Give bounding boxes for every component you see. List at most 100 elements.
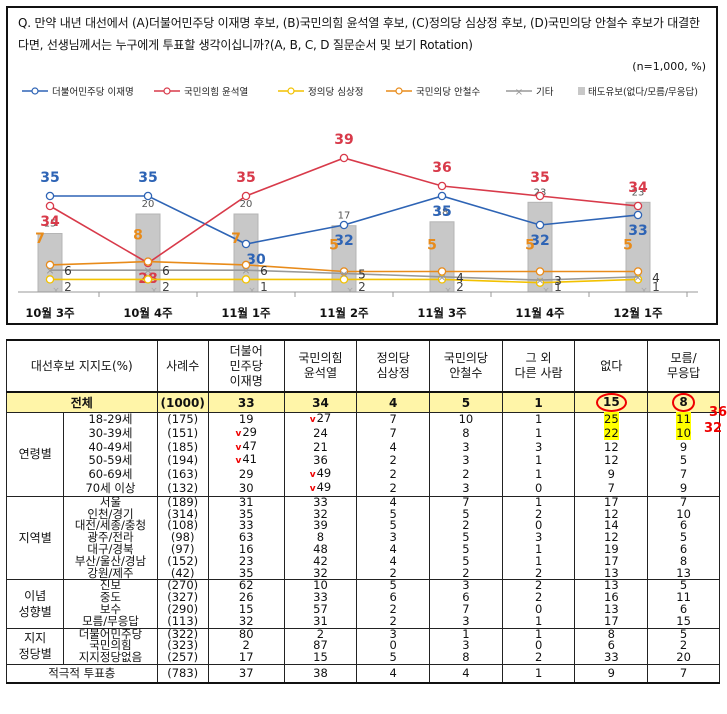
row-value: 4 <box>356 663 431 684</box>
series-x-marker-6: × <box>640 286 648 296</box>
group-label: 지역별 <box>5 495 65 581</box>
row-value: 21 <box>283 440 358 455</box>
row-value: 6 <box>647 603 720 616</box>
series-label-3-3: 5 <box>329 238 339 254</box>
series-label-3-5: 5 <box>525 238 535 254</box>
check-mark: v <box>235 442 242 453</box>
series-point-0-1 <box>143 191 153 201</box>
row-value: 2 <box>356 454 431 469</box>
series-label-2-4: 2 <box>456 280 464 294</box>
row-n: (42) <box>156 567 209 581</box>
x-label-5: 11월 4주 <box>515 306 565 320</box>
series-point-0-6 <box>633 210 643 220</box>
bar-label-0: 15 <box>44 219 57 230</box>
row-value: 2 <box>207 639 285 653</box>
series-point-0-5 <box>535 220 545 230</box>
row-label: 전체 <box>6 391 158 413</box>
row-value: 2 <box>429 468 503 482</box>
series-label-3-6: 5 <box>623 238 633 254</box>
row-n: (97) <box>156 543 209 556</box>
col-header-5: 국민의당 안철수 <box>429 339 503 393</box>
series-label-1-3: 39 <box>334 132 353 148</box>
row-n: (108) <box>156 520 209 533</box>
series-label-4-5: 3 <box>554 274 562 288</box>
table-row: 모름/무응답 (113) 32 31 2 3 1 17 15 <box>7 615 720 629</box>
row-value: 2 <box>647 639 720 653</box>
row-value: 11 <box>647 412 720 427</box>
handwritten-note-b: 32 <box>704 421 723 436</box>
series-x-marker-2: × <box>248 286 256 296</box>
row-n: (151) <box>156 426 209 441</box>
series-point-0-3 <box>339 220 349 230</box>
series-point-4-2: × <box>241 264 250 277</box>
row-value: v47 <box>207 440 285 455</box>
row-value: 4 <box>356 440 431 455</box>
row-label: 강원/제주 <box>63 567 158 581</box>
row-value: 9 <box>574 468 649 482</box>
x-label-1: 10월 4주 <box>123 306 173 320</box>
series-x-marker-0: × <box>52 286 60 296</box>
series-label-1-5: 35 <box>530 170 549 186</box>
series-point-4-0: × <box>45 264 54 277</box>
col-header-1: 사례수 <box>156 339 209 393</box>
legend-marker-0 <box>31 87 39 95</box>
row-value: 1 <box>501 391 576 413</box>
row-value: 5 <box>647 579 720 593</box>
row-value: 33 <box>207 391 285 413</box>
row-value: 3 <box>429 454 503 469</box>
col-header-0: 대선후보 지지도(%) <box>6 339 158 393</box>
legend-swatch-5 <box>578 87 585 95</box>
table-row: 30-39세 (151) v29 24 7 8 1 22 10 <box>7 425 720 441</box>
row-value: v27 <box>283 412 358 427</box>
row-value: 34 <box>283 391 358 413</box>
x-label-2: 11월 1주 <box>221 306 271 320</box>
series-label-0-6: 33 <box>628 223 647 239</box>
row-value: 12 <box>574 454 649 469</box>
series-label-0-4: 35 <box>432 204 451 220</box>
legend-label-3: 국민의당 안철수 <box>416 87 480 98</box>
row-value: 33 <box>574 651 649 665</box>
group-label: 연령별 <box>5 412 65 497</box>
series-label-4-2: 6 <box>260 264 268 278</box>
row-value: 15 <box>574 391 649 413</box>
series-label-1-2: 35 <box>236 170 255 186</box>
series-x-marker-4: × <box>444 286 452 296</box>
series-point-2-3 <box>339 275 349 284</box>
series-point-0-0 <box>45 191 55 201</box>
row-value: 9 <box>647 481 720 497</box>
series-point-1-5 <box>535 191 545 201</box>
table-row: 국민의힘 (323) 2 87 0 3 0 6 2 <box>7 639 720 653</box>
series-label-0-5: 32 <box>530 233 549 249</box>
series-label-4-1: 6 <box>162 264 170 278</box>
series-label-3-4: 5 <box>427 238 437 254</box>
check-mark: v <box>309 483 316 494</box>
table-row: 중도 (327) 26 33 6 6 2 16 11 <box>7 591 720 604</box>
row-value: 5 <box>647 628 720 641</box>
col-header-3: 국민의힘 윤석열 <box>283 339 358 393</box>
row-value: 10 <box>647 508 720 521</box>
legend-label-2: 정의당 심상정 <box>308 87 363 98</box>
row-value: 25 <box>574 412 649 427</box>
row-value: 7 <box>356 412 431 427</box>
x-label-3: 11월 2주 <box>319 306 369 320</box>
bar-label-3: 17 <box>338 211 351 222</box>
bar-label-1: 20 <box>142 199 155 210</box>
table-row: 부산/울산/경남 (152) 23 42 4 5 1 17 8 <box>7 555 720 568</box>
row-value: 31 <box>207 496 285 509</box>
series-label-1-4: 36 <box>432 160 451 176</box>
series-label-3-0: 7 <box>35 231 45 247</box>
row-value: 1 <box>501 412 576 427</box>
check-mark: v <box>309 470 316 481</box>
row-value: 5 <box>647 531 720 544</box>
series-point-3-0 <box>45 260 55 270</box>
row-label: 30-39세 <box>63 426 158 441</box>
row-value: 15 <box>647 615 720 629</box>
row-value: 6 <box>647 543 720 556</box>
row-value: 1 <box>501 454 576 469</box>
row-value: 10 <box>429 412 503 427</box>
row-value: 37 <box>207 663 285 684</box>
table-row: 대구/경북 (97) 16 48 4 5 1 19 6 <box>7 543 720 556</box>
series-label-0-2: 30 <box>246 252 266 268</box>
series-point-4-6: × <box>633 271 642 284</box>
row-label: 60-69세 <box>63 468 158 482</box>
